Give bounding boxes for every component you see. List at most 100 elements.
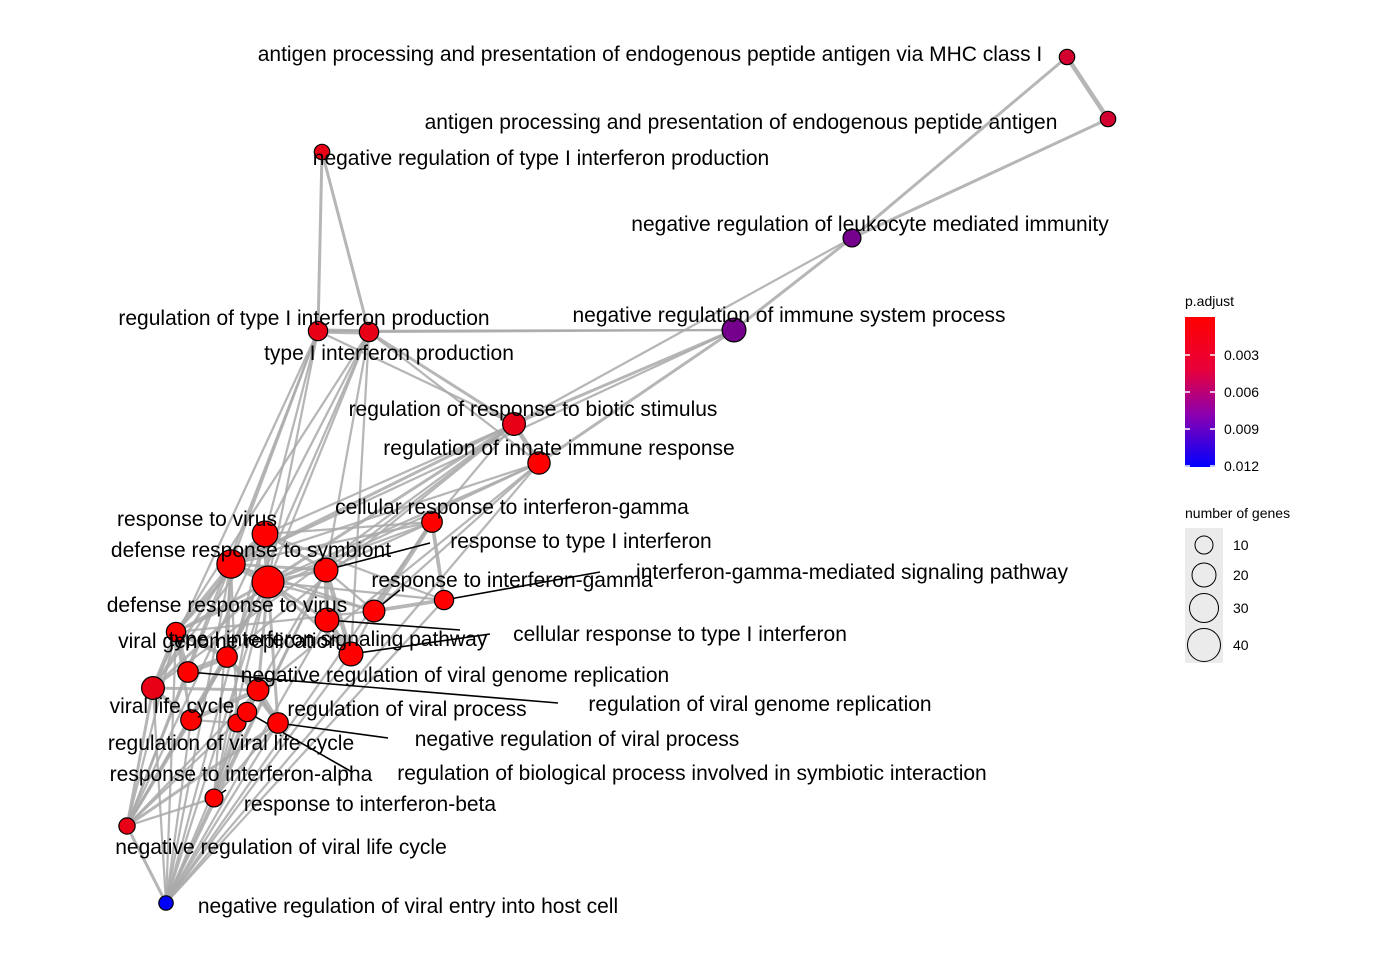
node-viral_life (141, 675, 166, 700)
edge-def_virus-neg_viral_proc (266, 581, 280, 724)
edge-ap_mhc1-ap_endo (1065, 55, 1110, 121)
edge-layer (125, 55, 1110, 904)
node-neg_immune (721, 317, 747, 343)
leader-line-t1ifn_path (326, 619, 461, 631)
node-t1ifn_path (314, 607, 340, 633)
node-label-neg_viral_gen_rep: negative regulation of viral genome repl… (241, 664, 669, 687)
edge-reg_symb-neg_viral_life (126, 711, 248, 827)
size-tick-label: 10 (1233, 537, 1249, 553)
edge-neg_t1ifn_prod-reg_t1ifn_prod (316, 151, 324, 332)
label-layer: antigen processing and presentation of e… (107, 43, 1109, 918)
size-legend-circle (1191, 562, 1217, 588)
edge-ifng_path-resp_virus (264, 532, 445, 602)
color-legend-title: p.adjust (1185, 293, 1234, 309)
leader-line-cell_t1ifn (350, 633, 491, 655)
node-ap_mhc1 (1058, 48, 1076, 66)
node-neg_viral_proc (267, 712, 289, 734)
edge-def_virus-cell_t1ifn (267, 580, 352, 656)
node-reg_symb (236, 701, 258, 723)
node-viral_gen_rep (165, 621, 187, 643)
edge-def_symb-neg_viral_life (125, 563, 233, 827)
edge-reg_viral_proc-reg_viral_life (190, 687, 259, 723)
edge-def_symb-resp_t1ifn (230, 562, 327, 572)
node-label-ap_mhc1: antigen processing and presentation of e… (258, 43, 1043, 66)
edge-def_virus-neg_viral_entry (164, 581, 270, 904)
size-legend-key-background (1185, 528, 1223, 663)
edge-cell_t1ifn-neg_viral_entry (165, 653, 352, 904)
node-neg_viral_gen_rep (216, 646, 238, 668)
node-label-reg_viral_life: regulation of viral life cycle (108, 732, 354, 755)
edge-reg_biotic-def_virus (267, 422, 515, 584)
edge-resp_virus-neg_viral_entry (164, 533, 267, 904)
node-cell_t1ifn (338, 641, 364, 667)
node-neg_viral_entry (158, 895, 174, 911)
edge-neg_immune-reg_biotic (513, 328, 735, 426)
size-legend-title: number of genes (1185, 505, 1290, 521)
edge-t1ifn_prod-resp_virus (263, 331, 371, 535)
color-tick-label: 0.012 (1224, 458, 1259, 474)
node-label-resp_virus: response to virus (117, 508, 277, 531)
node-label-neg_t1ifn_prod: negative regulation of type I interferon… (313, 147, 769, 170)
node-layer (118, 48, 1117, 911)
node-label-cell_ifng: cellular response to interferon-gamma (335, 496, 689, 519)
edge-resp_virus-neg_viral_life (125, 533, 267, 827)
edge-reg_viral_proc-neg_viral_life (126, 689, 259, 827)
node-label-reg_viral_proc: regulation of viral process (287, 698, 526, 721)
edge-resp_ifng-ifng_path (373, 598, 445, 613)
node-reg_t1ifn_prod (307, 320, 329, 342)
size-tick-label: 30 (1233, 600, 1249, 616)
leader-line-reg_symb (246, 711, 353, 773)
node-neg_viral_life (118, 817, 136, 835)
edge-def_virus-viral_gen_rep (175, 580, 269, 634)
node-resp_t1ifn (313, 557, 339, 583)
node-t1ifn_prod (358, 321, 380, 343)
node-label-def_symb: defense response to symbiont (111, 539, 391, 562)
size-tick-label: 40 (1233, 637, 1249, 653)
size-tick-label: 20 (1233, 567, 1249, 583)
node-label-reg_biotic: regulation of response to biotic stimulu… (349, 398, 718, 421)
leader-line-ifng_path (443, 571, 601, 601)
legend: p.adjust 0.003 0.006 0.009 0.012 number … (1185, 293, 1290, 663)
leader-line-neg_viral_proc (277, 722, 389, 739)
node-reg_viral_gen_rep (177, 661, 199, 683)
node-label-t1ifn_path: type I interferon signaling pathway (169, 628, 488, 651)
node-ap_endo (1099, 110, 1117, 128)
edge-reg_t1ifn_prod-reg_biotic (317, 329, 515, 426)
node-label-ifng_path: interferon-gamma-mediated signaling path… (636, 561, 1068, 584)
node-def_virus (251, 565, 285, 599)
node-label-reg_innate: regulation of innate immune response (383, 437, 734, 460)
node-label-reg_t1ifn_prod: regulation of type I interferon producti… (118, 307, 489, 330)
node-label-neg_viral_life: negative regulation of viral life cycle (115, 836, 447, 859)
edge-reg_innate-resp_ifng (373, 462, 540, 612)
node-label-t1ifn_prod: type I interferon production (264, 342, 514, 365)
edge-t1ifn_prod-viral_gen_rep (175, 331, 370, 633)
edge-viral_life-neg_viral_life (125, 687, 155, 827)
edge-reg_biotic-resp_virus (264, 422, 515, 536)
node-reg_viral_proc (246, 678, 270, 702)
edge-resp_ifna-resp_ifnb (212, 722, 239, 799)
color-tick-label: 0.009 (1224, 421, 1259, 437)
node-label-ap_endo: antigen processing and presentation of e… (425, 111, 1058, 134)
edge-resp_virus-viral_life (152, 533, 266, 689)
leader-line-resp_t1ifn (325, 542, 431, 571)
size-legend-circle (1194, 535, 1214, 555)
edge-ap_mhc1-neg_leuk (851, 55, 1068, 240)
node-neg_leuk (842, 228, 862, 248)
node-resp_ifnb (204, 788, 224, 808)
size-legend-circle (1187, 628, 1221, 662)
edge-neg_immune-reg_t1ifn_prod (317, 328, 735, 333)
node-label-viral_life: viral life cycle (110, 695, 235, 718)
node-reg_biotic (502, 412, 527, 437)
edge-def_virus-viral_life (151, 580, 270, 690)
edge-viral_gen_rep-neg_viral_entry (164, 631, 178, 904)
node-resp_ifng (362, 599, 386, 623)
node-label-reg_symb: regulation of biological process involve… (397, 762, 986, 785)
edge-reg_innate-def_symb (230, 461, 540, 566)
node-label-reg_viral_gen_rep: regulation of viral genome replication (588, 693, 931, 716)
node-label-resp_ifnb: response to interferon-beta (244, 793, 496, 816)
edge-resp_t1ifn-cell_t1ifn (323, 569, 354, 655)
edge-def_virus-reg_viral_proc (256, 581, 270, 691)
color-tick-label: 0.003 (1224, 347, 1259, 363)
